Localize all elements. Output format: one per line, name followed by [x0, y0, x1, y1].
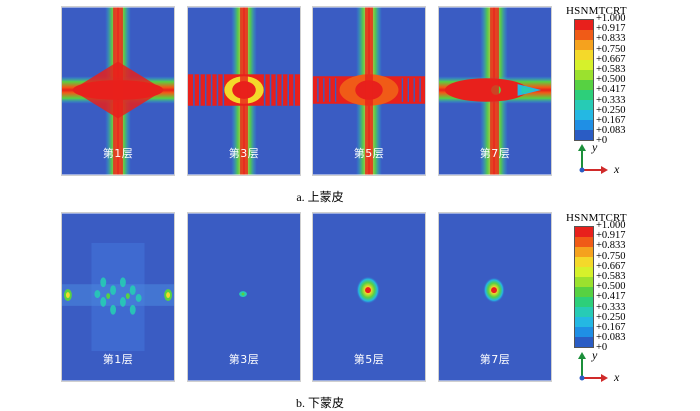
- upper-panel-layer7: 第7层: [438, 6, 552, 176]
- upper-panel-layer3: 第3层: [187, 6, 301, 176]
- legend-swatch: [575, 129, 593, 140]
- damage-contour-map: [62, 7, 174, 175]
- damage-contour-map: [439, 7, 551, 175]
- legend-swatch: [575, 296, 593, 307]
- legend-tick-label: +0.583: [596, 271, 626, 283]
- lower-axis-triad: y x: [576, 348, 626, 384]
- legend-color-bar: [574, 19, 594, 141]
- upper-axis-triad: y x: [576, 140, 626, 176]
- legend-tick-label: +0.083: [596, 332, 626, 344]
- legend-swatch: [575, 276, 593, 287]
- legend-tick-label: +0.083: [596, 125, 626, 137]
- axis-y-label: y: [592, 348, 598, 362]
- legend-swatch: [575, 119, 593, 130]
- legend-swatch: [575, 89, 593, 100]
- upper-legend: HSNMTCRT +1.000 +0.917 +0.833 +0.750 +0.667 +…: [566, 5, 654, 159]
- legend-tick-label: +0.333: [596, 301, 626, 313]
- legend-ticks: +1.000 +0.917 +0.833 +0.750 +0.667 +0.583 +0.5…: [596, 220, 626, 354]
- legend-swatch: [575, 256, 593, 267]
- layer-label: 第5层: [353, 353, 385, 366]
- legend-tick-label: +0: [596, 135, 608, 147]
- layer-label: 第1层: [102, 147, 134, 160]
- legend-title: HSNMTCRT: [566, 212, 627, 224]
- legend-tick-label: +0.833: [596, 33, 626, 45]
- layer-label: 第7层: [479, 147, 511, 160]
- lower-caption: b. 下蒙皮: [295, 396, 344, 410]
- legend-swatch: [575, 286, 593, 297]
- legend-tick-label: +0.667: [596, 53, 626, 65]
- legend-swatch: [575, 49, 593, 60]
- legend-swatch: [575, 79, 593, 90]
- legend-tick-label: +0.333: [596, 94, 626, 106]
- upper-panel-layer1: 第1层: [61, 6, 175, 176]
- legend-tick-label: +1.000: [596, 220, 626, 231]
- legend-title: HSNMTCRT: [566, 5, 627, 17]
- lower-panel-layer3: 第3层: [187, 212, 301, 382]
- legend-tick-label: +0.667: [596, 260, 626, 272]
- upper-caption: a. 上蒙皮: [296, 190, 344, 204]
- axis-triad-icon: [578, 352, 608, 382]
- damage-contour-map: [313, 7, 425, 175]
- legend-swatch: [575, 306, 593, 317]
- layer-label: 第5层: [353, 147, 385, 160]
- legend-tick-label: +1.000: [596, 13, 626, 24]
- legend-tick-label: +0.417: [596, 291, 626, 303]
- legend-tick-label: +0.917: [596, 23, 626, 35]
- axis-y-label: y: [592, 140, 598, 154]
- damage-contour-map: [62, 213, 174, 381]
- legend-tick-label: +0.750: [596, 250, 626, 262]
- legend-swatch: [575, 69, 593, 80]
- lower-panel-layer7: 第7层: [438, 212, 552, 382]
- legend-swatch: [575, 336, 593, 347]
- layer-label: 第3层: [228, 353, 260, 366]
- lower-panel-layer1: 第1层: [61, 212, 175, 382]
- legend-tick-label: +0.250: [596, 311, 626, 323]
- legend-tick-label: +0.250: [596, 104, 626, 116]
- legend-swatch: [575, 246, 593, 257]
- lower-legend: HSNMTCRT +1.000 +0.917 +0.833 +0.750 +0.667 +…: [566, 212, 654, 366]
- legend-swatch: [575, 266, 593, 277]
- layer-label: 第1层: [102, 353, 134, 366]
- legend-swatch: [575, 227, 593, 237]
- legend-tick-label: +0.167: [596, 322, 626, 334]
- legend-swatch: [575, 236, 593, 247]
- damage-contour-map: [439, 213, 551, 381]
- legend-swatch: [575, 316, 593, 327]
- lower-panel-layer5: 第5层: [312, 212, 426, 382]
- legend-swatch: [575, 20, 593, 30]
- upper-panel-layer5: 第5层: [312, 6, 426, 176]
- legend-swatch: [575, 59, 593, 70]
- damage-contour-map: [313, 213, 425, 381]
- legend-tick-label: +0.500: [596, 281, 626, 293]
- legend-tick-label: +0.167: [596, 115, 626, 127]
- legend-tick-label: +0.500: [596, 74, 626, 86]
- legend-swatch: [575, 326, 593, 337]
- legend-swatch: [575, 99, 593, 110]
- axis-x-label: x: [614, 370, 620, 384]
- damage-contour-map: [188, 7, 300, 175]
- legend-tick-label: +0: [596, 342, 608, 354]
- damage-contour-map: [188, 213, 300, 381]
- axis-triad-icon: [578, 144, 608, 174]
- legend-swatch: [575, 39, 593, 50]
- layer-label: 第7层: [479, 353, 511, 366]
- legend-tick-label: +0.750: [596, 43, 626, 55]
- axis-x-label: x: [614, 162, 620, 176]
- legend-tick-label: +0.917: [596, 230, 626, 242]
- legend-swatch: [575, 29, 593, 40]
- legend-tick-label: +0.583: [596, 64, 626, 76]
- legend-swatch: [575, 109, 593, 120]
- legend-ticks: +1.000 +0.917 +0.833 +0.750 +0.667 +0.583 +0.5…: [596, 13, 626, 147]
- legend-color-bar: [574, 226, 594, 348]
- legend-tick-label: +0.417: [596, 84, 626, 96]
- layer-label: 第3层: [228, 147, 260, 160]
- legend-tick-label: +0.833: [596, 240, 626, 252]
